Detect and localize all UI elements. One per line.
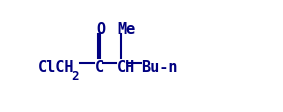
Text: C: C [95,59,104,74]
Text: ClCH: ClCH [38,59,74,74]
Text: Me: Me [118,22,136,36]
Text: O: O [96,22,106,36]
Text: 2: 2 [71,69,78,82]
Text: CH: CH [117,59,135,74]
Text: Bu-n: Bu-n [141,59,178,74]
